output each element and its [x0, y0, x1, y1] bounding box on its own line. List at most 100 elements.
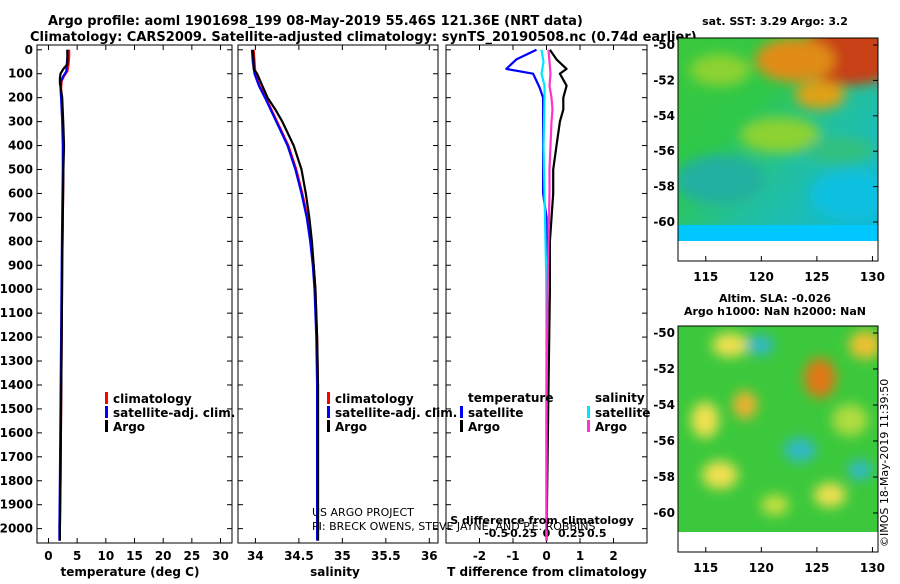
legend-swatch-satellite	[327, 406, 330, 418]
legend-label-climatology: climatology	[113, 392, 192, 406]
legend-label-t-argo: Argo	[468, 420, 500, 434]
legend-swatch-s-argo	[587, 420, 590, 432]
depth-tick-label: 1300	[0, 354, 33, 368]
depth-tick-label: 900	[8, 258, 33, 272]
difference-legend: temperature satellite Argo salinity sate…	[460, 391, 650, 434]
lon-tick-label: 130	[860, 270, 885, 284]
sla-map-axes: 115 120 125 130 -50 -52 -54 -56 -58 -60	[653, 325, 885, 575]
title-line1: Argo profile: aoml 1901698_199 08-May-20…	[48, 14, 583, 29]
x-tick-label: 34	[247, 549, 264, 563]
legend-swatch-argo	[105, 420, 108, 432]
sla-heatmap	[678, 326, 878, 532]
legend-title-salinity: salinity	[595, 391, 645, 405]
x-tick-label: 1	[576, 549, 584, 563]
x-tick-label: 20	[155, 549, 172, 563]
series-argo	[58, 49, 69, 541]
legend-swatch-t-argo	[460, 420, 463, 432]
x-tick-label: 34.5	[284, 549, 314, 563]
lat-tick-label: -56	[653, 434, 675, 448]
map-frame	[677, 325, 879, 553]
series-s-argo	[545, 49, 554, 541]
depth-tick-label: 0	[25, 43, 33, 57]
x-tick-label: 0	[542, 549, 550, 563]
depth-tick-label: 1400	[0, 378, 33, 392]
lon-tick-label: 115	[693, 561, 718, 575]
credit-line1: US ARGO PROJECT	[312, 506, 414, 519]
depth-tick-label: 1600	[0, 426, 33, 440]
depth-tick-label: 800	[8, 234, 33, 248]
x-tick-label: -1	[506, 549, 519, 563]
sst-map-axes: 115 120 125 130 -50 -52 -54 -56 -58 -60	[653, 37, 885, 284]
lat-tick-label: -50	[653, 326, 675, 340]
depth-tick-label: 1700	[0, 450, 33, 464]
legend-label-satellite: satellite-adj. clim.	[113, 406, 235, 420]
legend-swatch-t-satellite	[460, 406, 463, 418]
sla-map-title2: Argo h1000: NaN h2000: NaN	[684, 305, 866, 318]
s-diff-tick-label: 0.25	[558, 527, 585, 540]
s-diff-tick-label: -0.5	[484, 527, 508, 540]
x-tick-label: 0	[44, 549, 52, 563]
lat-tick-label: -54	[653, 398, 675, 412]
title-line2: Climatology: CARS2009. Satellite-adjuste…	[30, 30, 697, 45]
lat-tick-label: -50	[653, 38, 675, 52]
depth-tick-label: 1900	[0, 498, 33, 512]
x-tick-label: 36	[421, 549, 438, 563]
temperature-panel: 0 5 10 15 20 25 30	[36, 44, 233, 563]
depth-axis: 0 100 200 300 400 500 600 700 800 900 1000 1100 1200…	[0, 43, 33, 536]
s-diff-tick-label: -0.25	[506, 527, 538, 540]
x-tick-label: 25	[184, 549, 201, 563]
legend-label-satellite: satellite-adj. clim.	[335, 406, 457, 420]
x-tick-label: 10	[97, 549, 114, 563]
temperature-legend: climatology satellite-adj. clim. Argo	[105, 392, 235, 434]
legend-swatch-climatology	[105, 392, 108, 404]
x-tick-label: 35.5	[371, 549, 401, 563]
depth-tick-label: 100	[8, 67, 33, 81]
plot-frame	[237, 44, 439, 544]
depth-tick-label: 2000	[0, 522, 33, 536]
depth-tick-label: 1200	[0, 330, 33, 344]
lon-tick-label: 115	[693, 270, 718, 284]
lat-tick-label: -58	[653, 180, 675, 194]
depth-tick-label: 600	[8, 186, 33, 200]
lat-tick-label: -52	[653, 362, 675, 376]
lon-tick-label: 125	[804, 270, 829, 284]
lat-tick-label: -54	[653, 109, 675, 123]
depth-tick-label: 700	[8, 210, 33, 224]
x-tick-label: 35	[334, 549, 351, 563]
legend-swatch-argo	[327, 420, 330, 432]
sla-map-title1: Altim. SLA: -0.026	[719, 292, 831, 305]
series-argo	[251, 49, 320, 541]
legend-title-temperature: temperature	[468, 391, 553, 405]
legend-swatch-s-satellite	[587, 406, 590, 418]
lon-tick-label: 120	[749, 561, 774, 575]
depth-tick-label: 400	[8, 139, 33, 153]
difference-panel: -2 -1 0 1 2-0.5-0.25 0 0.25 0.5	[445, 44, 648, 563]
salinity-panel: 34 34.5 35 35.5 36	[237, 44, 439, 563]
sst-map-title: sat. SST: 3.29 Argo: 3.2	[702, 15, 848, 28]
legend-label-s-satellite: satellite	[595, 406, 650, 420]
depth-tick-label: 200	[8, 91, 33, 105]
plot-frame	[36, 44, 233, 544]
legend-label-argo: Argo	[113, 420, 145, 434]
sst-heatmap	[678, 38, 878, 241]
salinity-xlabel: salinity	[310, 565, 360, 579]
x-tick-label: -2	[473, 549, 486, 563]
lat-tick-label: -60	[653, 215, 675, 229]
depth-tick-label: 1800	[0, 474, 33, 488]
depth-tick-label: 500	[8, 163, 33, 177]
legend-swatch-climatology	[327, 392, 330, 404]
credit-line2: PI: BRECK OWENS, STEVE JAYNE, AND P.E. R…	[312, 520, 595, 533]
lat-tick-label: -56	[653, 144, 675, 158]
legend-label-climatology: climatology	[335, 392, 414, 406]
x-tick-label: 30	[212, 549, 229, 563]
salinity-legend: climatology satellite-adj. clim. Argo	[327, 392, 457, 434]
legend-label-argo: Argo	[335, 420, 367, 434]
x-tick-label: 5	[73, 549, 81, 563]
lon-tick-label: 120	[749, 270, 774, 284]
depth-tick-label: 1100	[0, 306, 33, 320]
legend-label-s-argo: Argo	[595, 420, 627, 434]
legend-label-t-satellite: satellite	[468, 406, 523, 420]
x-tick-label: 15	[126, 549, 143, 563]
depth-tick-label: 300	[8, 115, 33, 129]
lon-tick-label: 125	[804, 561, 829, 575]
